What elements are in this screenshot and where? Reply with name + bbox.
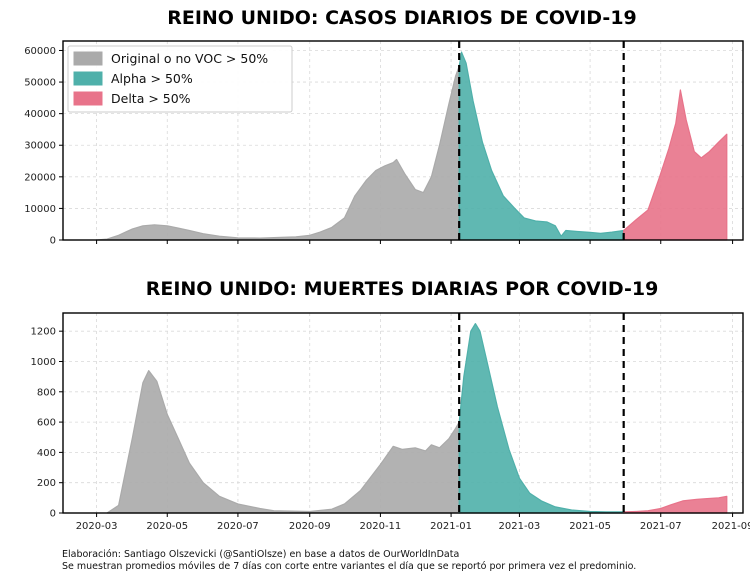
area-series-original xyxy=(106,370,460,514)
cases-areas xyxy=(96,51,728,241)
x-tick-label: 2021-01 xyxy=(430,521,472,532)
x-tick-label: 2021-05 xyxy=(569,521,611,532)
legend-swatch-delta xyxy=(73,91,103,106)
x-tick-label: 2021-03 xyxy=(499,521,541,532)
area-series-delta xyxy=(623,89,728,241)
deaths-x-ticks: 2020-03 2020-05 2020-07 2020-09 2020-11 2021-… xyxy=(76,513,750,532)
area-series-delta xyxy=(623,495,728,514)
area-series-alpha xyxy=(458,323,625,514)
area-series-alpha xyxy=(458,51,625,241)
y-tick-label: 1000 xyxy=(31,357,56,368)
y-tick-label: 20000 xyxy=(24,172,56,183)
legend-label-alpha: Alpha > 50% xyxy=(111,71,193,86)
y-tick-label: 0 xyxy=(50,236,56,247)
legend-label-delta: Delta > 50% xyxy=(111,91,191,106)
x-tick-label: 2020-11 xyxy=(360,521,402,532)
x-tick-label: 2020-09 xyxy=(289,521,331,532)
legend: Original o no VOC > 50% Alpha > 50% Delt… xyxy=(67,45,293,113)
cases-y-ticks: 0 10000 20000 30000 40000 50000 60000 xyxy=(24,46,63,247)
deaths-chart-title: REINO UNIDO: MUERTES DIARIAS POR COVID-1… xyxy=(146,278,659,300)
x-tick-label: 2020-03 xyxy=(76,521,118,532)
x-tick-label: 2021-07 xyxy=(640,521,682,532)
legend-swatch-original xyxy=(73,51,103,66)
deaths-areas xyxy=(106,323,728,514)
y-tick-label: 1200 xyxy=(31,327,56,338)
y-tick-label: 30000 xyxy=(24,141,56,152)
y-tick-label: 0 xyxy=(50,509,56,520)
y-tick-label: 50000 xyxy=(24,78,56,89)
area-series-original xyxy=(96,65,460,241)
cases-dividers xyxy=(458,41,625,240)
legend-box xyxy=(67,45,293,113)
y-tick-label: 600 xyxy=(37,418,56,429)
y-tick-label: 60000 xyxy=(24,46,56,57)
cases-chart-title: REINO UNIDO: CASOS DIARIOS DE COVID-19 xyxy=(167,7,637,29)
y-tick-label: 200 xyxy=(37,478,56,489)
x-tick-label: 2020-07 xyxy=(217,521,259,532)
deaths-y-ticks: 0 200 400 600 800 1000 1200 xyxy=(31,327,63,520)
y-tick-label: 800 xyxy=(37,387,56,398)
deaths-chart: REINO UNIDO: MUERTES DIARIAS POR COVID-1… xyxy=(31,278,750,532)
deaths-plot-frame xyxy=(62,312,744,514)
y-tick-label: 400 xyxy=(37,448,56,459)
y-tick-label: 40000 xyxy=(24,109,56,120)
footer-credit: Elaboración: Santiago Olszevicki (@Santi… xyxy=(62,549,460,560)
legend-label-original: Original o no VOC > 50% xyxy=(111,51,268,66)
legend-swatch-alpha xyxy=(73,71,103,86)
x-tick-label: 2020-05 xyxy=(146,521,188,532)
x-tick-label: 2021-09 xyxy=(712,521,750,532)
cases-plot-frame xyxy=(62,40,744,241)
footer-note: Se muestran promedios móviles de 7 días … xyxy=(62,561,637,572)
cases-chart: REINO UNIDO: CASOS DIARIOS DE COVID-19 0… xyxy=(24,7,744,247)
y-tick-label: 10000 xyxy=(24,204,56,215)
deaths-dividers xyxy=(458,313,625,513)
